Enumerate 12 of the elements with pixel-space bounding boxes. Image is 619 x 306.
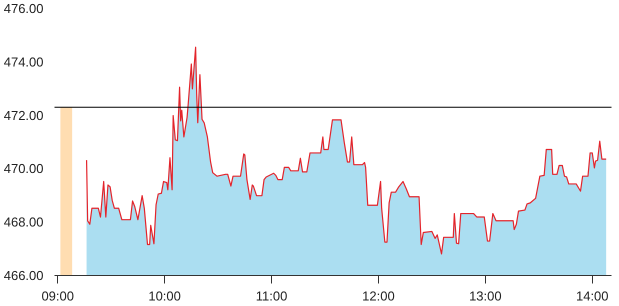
y-tick-label: 466.00 [4,268,44,283]
x-tick-label: 13:00 [469,288,502,304]
x-tick-label: 14:00 [576,288,609,304]
y-tick-label: 476.00 [4,1,44,16]
y-tick-label: 470.00 [4,161,44,176]
y-tick-label: 468.00 [4,214,44,230]
x-tick-label: 11:00 [256,288,288,304]
x-tick-label: 09:00 [41,288,74,304]
x-tick-label: 10:00 [148,288,181,304]
x-tick-label: 12:00 [362,288,395,304]
y-tick-label: 472.00 [4,108,44,123]
y-tick-label: 474.00 [4,54,44,70]
